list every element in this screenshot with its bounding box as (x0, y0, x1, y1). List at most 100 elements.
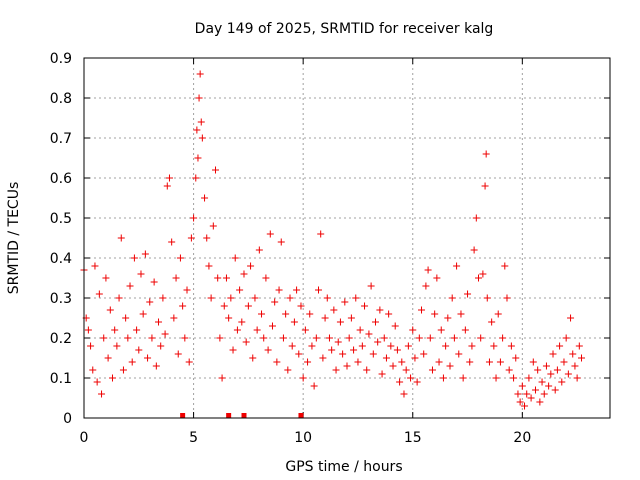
gap-marker (180, 413, 186, 418)
data-point (396, 378, 404, 386)
data-point (150, 278, 158, 286)
data-point (347, 314, 355, 322)
data-point (161, 330, 169, 338)
data-point (181, 334, 189, 342)
data-point (448, 294, 456, 302)
data-point (308, 342, 316, 350)
data-point (185, 358, 193, 366)
data-point (356, 326, 364, 334)
data-point (420, 350, 428, 358)
data-point (350, 346, 358, 354)
data-point (317, 230, 325, 238)
gap-marker (241, 413, 247, 418)
data-point (271, 298, 279, 306)
data-point (297, 302, 305, 310)
data-point (227, 294, 235, 302)
data-point (571, 362, 579, 370)
data-point (119, 366, 127, 374)
data-point (315, 286, 323, 294)
x-axis-label: GPS time / hours (285, 459, 402, 475)
x-tick-label: 15 (404, 430, 422, 446)
data-point (229, 346, 237, 354)
data-point (536, 398, 544, 406)
data-point (334, 338, 342, 346)
data-point (345, 334, 353, 342)
data-point (404, 342, 412, 350)
data-point (365, 330, 373, 338)
data-point (139, 310, 147, 318)
data-point (165, 174, 173, 182)
data-point (196, 70, 204, 78)
data-point (564, 370, 572, 378)
data-point (431, 310, 439, 318)
data-point (222, 274, 230, 282)
y-tick-label: 0.8 (50, 91, 72, 107)
data-point (483, 294, 491, 302)
x-tick-labels: 0 5 10 15 20 (80, 430, 532, 446)
data-point (193, 126, 201, 134)
data-point (306, 310, 314, 318)
data-point (413, 378, 421, 386)
data-point (137, 270, 145, 278)
data-point (325, 334, 333, 342)
data-point (301, 326, 309, 334)
data-point (319, 354, 327, 362)
data-point (477, 334, 485, 342)
data-point (573, 374, 581, 382)
plot-frame (83, 57, 611, 419)
data-point (529, 358, 537, 366)
x-tick-label: 5 (189, 430, 198, 446)
data-point (91, 262, 99, 270)
data-point (152, 362, 160, 370)
data-point (378, 370, 386, 378)
data-point (179, 302, 187, 310)
data-point (288, 342, 296, 350)
data-point (282, 310, 290, 318)
data-point (468, 342, 476, 350)
data-point (391, 322, 399, 330)
y-axis-label: SRMTID / TECUs (6, 182, 22, 295)
data-point (556, 342, 564, 350)
data-point (558, 378, 566, 386)
data-point (323, 294, 331, 302)
data-point (415, 334, 423, 342)
data-point (205, 262, 213, 270)
data-point (84, 326, 92, 334)
y-tick-label: 0.4 (50, 251, 72, 267)
gap-marker (226, 413, 232, 418)
data-point (135, 346, 143, 354)
data-point (277, 238, 285, 246)
data-point (209, 222, 217, 230)
data-point (527, 394, 535, 402)
data-point (268, 322, 276, 330)
data-point (446, 362, 454, 370)
data-point (187, 234, 195, 242)
data-point (516, 398, 524, 406)
data-point (155, 318, 163, 326)
data-point (407, 374, 415, 382)
data-point (126, 282, 134, 290)
data-point (233, 326, 241, 334)
data-point (106, 306, 114, 314)
data-point (433, 274, 441, 282)
x-tick-label: 10 (294, 430, 312, 446)
data-point (553, 366, 561, 374)
data-point (479, 270, 487, 278)
data-point (422, 282, 430, 290)
data-point (247, 262, 255, 270)
data-point (523, 390, 531, 398)
data-point (100, 334, 108, 342)
data-point (521, 402, 529, 410)
data-point (264, 346, 272, 354)
data-point (499, 334, 507, 342)
data-point (170, 314, 178, 322)
y-tick-labels: 0 0.1 0.2 0.3 0.4 0.5 0.6 0.7 0.8 0.9 (50, 51, 72, 427)
y-tick-label: 0.5 (50, 211, 72, 227)
data-point (249, 354, 257, 362)
data-point (104, 354, 112, 362)
data-point (310, 382, 318, 390)
data-point (418, 306, 426, 314)
data-point (225, 314, 233, 322)
data-point (540, 390, 548, 398)
data-point (339, 350, 347, 358)
